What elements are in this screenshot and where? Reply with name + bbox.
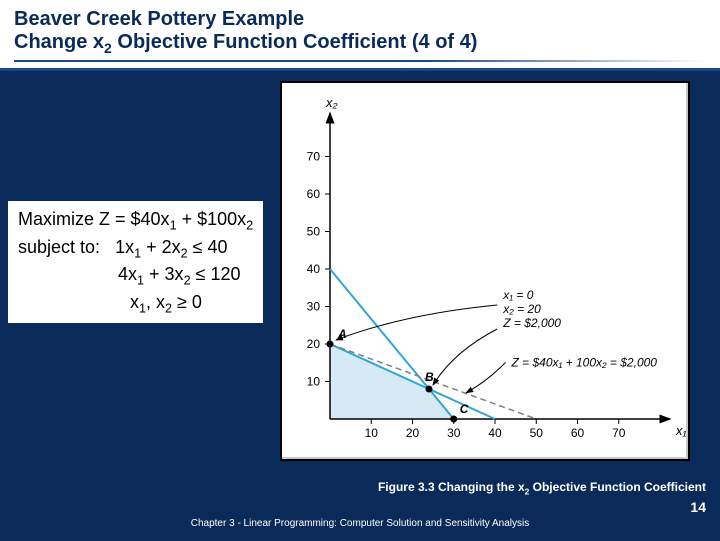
svg-text:30: 30 xyxy=(307,300,321,314)
nn-mid: , x xyxy=(146,292,165,312)
header-underline xyxy=(14,60,706,62)
plot-area: 1020304050607010203040506070x₁x₂ABCx₁ = … xyxy=(307,95,686,440)
svg-text:50: 50 xyxy=(307,225,321,239)
c1-pre: 1x xyxy=(115,237,134,257)
c2-s2: 2 xyxy=(184,274,191,288)
svg-text:10: 10 xyxy=(365,426,379,440)
formula-box: Maximize Z = $40x1 + $100x2 subject to: … xyxy=(8,201,263,323)
svg-text:x₁: x₁ xyxy=(675,423,686,438)
nonneg-line: x1, x2 ≥ 0 xyxy=(18,290,253,318)
svg-text:20: 20 xyxy=(307,337,321,351)
c2-end: ≤ 120 xyxy=(191,264,241,284)
svg-text:Z = $2,000: Z = $2,000 xyxy=(502,316,561,330)
figure-caption: Figure 3.3 Changing the x2 Objective Fun… xyxy=(378,480,706,496)
c1-end: ≤ 40 xyxy=(188,237,228,257)
obj-pre: Maximize Z = $40x xyxy=(18,209,170,229)
chart-inner: 1020304050607010203040506070x₁x₂ABCx₁ = … xyxy=(282,83,686,457)
obj-s2: 2 xyxy=(246,219,253,233)
svg-text:C: C xyxy=(460,402,469,416)
nn-s1: 1 xyxy=(139,301,146,315)
svg-text:50: 50 xyxy=(530,426,544,440)
footer-chapter: Chapter 3 - Linear Programming: Computer… xyxy=(0,518,720,529)
slide-header: Beaver Creek Pottery Example Change x2 O… xyxy=(0,0,720,71)
svg-text:70: 70 xyxy=(307,150,321,164)
svg-text:10: 10 xyxy=(307,375,321,389)
nn-end: ≥ 0 xyxy=(172,292,202,312)
chart-wrapper: 1020304050607010203040506070x₁x₂ABCx₁ = … xyxy=(280,81,690,461)
svg-text:B: B xyxy=(425,370,434,384)
title-line2-suf: Objective Function Coefficient (4 of 4) xyxy=(112,31,478,53)
svg-text:60: 60 xyxy=(571,426,585,440)
c2-mid: + 3x xyxy=(144,264,184,284)
subj-label: subject to: xyxy=(18,237,100,257)
nn-pre: x xyxy=(130,292,139,312)
title-line2-pre: Change x xyxy=(14,31,104,53)
caption-pre: Figure 3.3 Changing the x xyxy=(378,480,525,494)
caption-post: Objective Function Coefficient xyxy=(529,480,706,494)
slide-title: Beaver Creek Pottery Example Change x2 O… xyxy=(14,8,706,56)
objective-line: Maximize Z = $40x1 + $100x2 xyxy=(18,207,253,235)
svg-text:Z = $40x₁ + 100x₂ = $2,000: Z = $40x₁ + 100x₂ = $2,000 xyxy=(511,356,658,370)
c1-mid: + 2x xyxy=(141,237,181,257)
content-area: Maximize Z = $40x1 + $100x2 subject to: … xyxy=(0,71,720,541)
svg-text:60: 60 xyxy=(307,187,321,201)
svg-text:30: 30 xyxy=(447,426,461,440)
c2-s1: 1 xyxy=(137,274,144,288)
constraint-block: subject to: 1x1 + 2x2 ≤ 40 xyxy=(18,235,253,263)
page-number: 14 xyxy=(690,499,706,515)
svg-text:x₂ = 20: x₂ = 20 xyxy=(502,302,541,316)
svg-text:20: 20 xyxy=(406,426,420,440)
title-line2-sub: 2 xyxy=(104,40,112,56)
svg-text:70: 70 xyxy=(612,426,626,440)
svg-text:40: 40 xyxy=(307,262,321,276)
c1-s2: 2 xyxy=(181,246,188,260)
svg-text:x₂: x₂ xyxy=(325,95,338,110)
constraint2-line: 4x1 + 3x2 ≤ 120 xyxy=(18,262,253,290)
obj-s1: 1 xyxy=(170,219,177,233)
lp-chart: 1020304050607010203040506070x₁x₂ABCx₁ = … xyxy=(282,83,686,457)
c2-pre: 4x xyxy=(118,264,137,284)
svg-text:x₁ = 0: x₁ = 0 xyxy=(502,288,533,302)
svg-text:40: 40 xyxy=(488,426,502,440)
title-line1: Beaver Creek Pottery Example xyxy=(14,8,304,30)
obj-mid: + $100x xyxy=(177,209,247,229)
nn-s2: 2 xyxy=(165,301,172,315)
